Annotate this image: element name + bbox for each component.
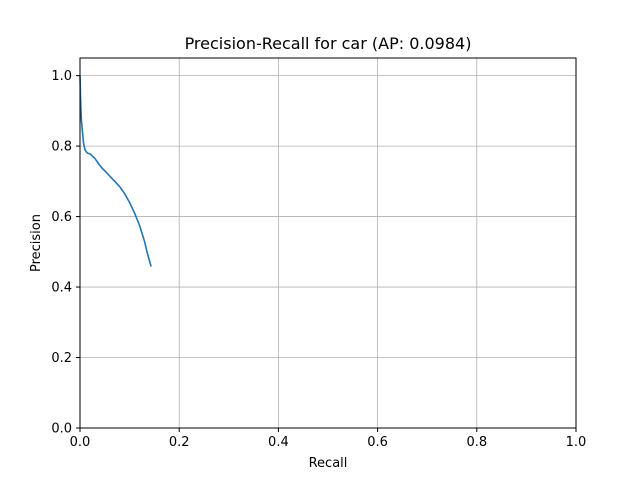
y-axis-label: Precision xyxy=(29,214,44,272)
x-axis-label: Recall xyxy=(309,456,348,471)
x-tick-label-3: 0.6 xyxy=(367,435,388,450)
chart-title: Precision-Recall for car (AP: 0.0984) xyxy=(185,34,472,53)
x-tick-label-4: 0.8 xyxy=(466,435,487,450)
x-tick-label-2: 0.4 xyxy=(268,435,289,450)
y-tick-label-3: 0.6 xyxy=(51,210,72,225)
x-tick-label-1: 0.2 xyxy=(169,435,190,450)
grid-layer xyxy=(79,58,577,429)
y-tick-label-5: 1.0 xyxy=(51,69,72,84)
y-tick-label-2: 0.4 xyxy=(51,281,72,296)
x-tick-label-0: 0.0 xyxy=(70,435,91,450)
series-layer xyxy=(79,74,152,267)
y-tick-label-4: 0.8 xyxy=(51,140,72,155)
pr-curve-line-0 xyxy=(79,74,152,267)
tick-layer: 0.0 0.2 0.4 0.6 0.8 1.0 0.0 0.2 0.4 0.6 0.8 1.0 xyxy=(51,69,586,450)
x-tick-label-5: 1.0 xyxy=(566,435,587,450)
y-tick-label-1: 0.2 xyxy=(51,351,72,366)
plot-frame xyxy=(79,57,577,429)
y-tick-label-0: 0.0 xyxy=(51,422,72,437)
